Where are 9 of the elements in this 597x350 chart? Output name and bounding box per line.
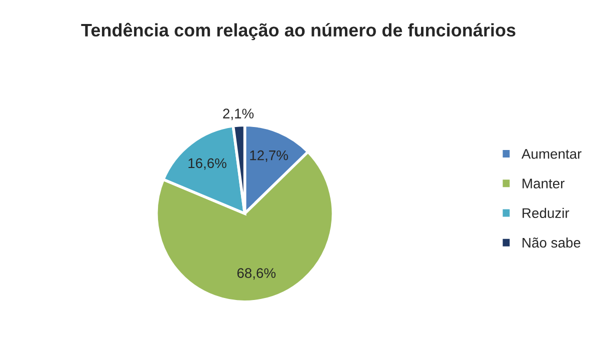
chart-title: Tendência com relação ao número de funcionários	[81, 22, 516, 40]
data-label: 16,6%	[188, 158, 226, 170]
legend-label: Reduzir	[522, 208, 570, 218]
data-label: 12,7%	[250, 150, 288, 162]
data-label: 2,1%	[223, 108, 254, 120]
legend-label: Aumentar	[522, 149, 582, 159]
legend-label: Manter	[522, 178, 564, 188]
data-label: 68,6%	[237, 268, 276, 280]
legend-label: Não sabe	[522, 237, 580, 248]
